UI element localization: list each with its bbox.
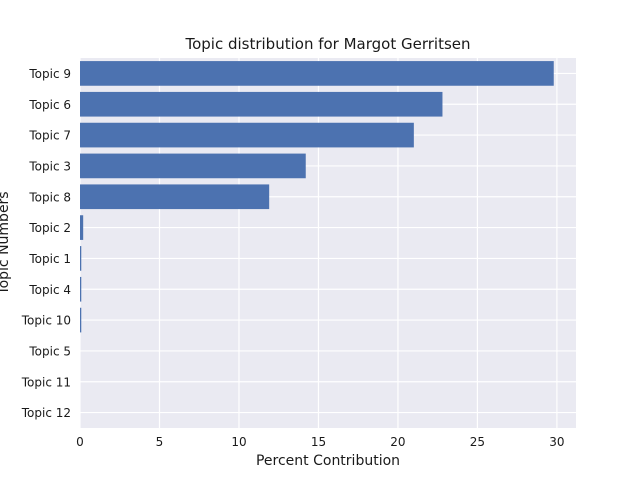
x-tick-label: 0: [76, 435, 84, 449]
x-axis-label: Percent Contribution: [256, 453, 400, 469]
y-tick-label: Topic 6: [28, 98, 71, 112]
y-tick-label: Topic 4: [28, 283, 71, 297]
bar-topic-1: [80, 246, 82, 271]
y-axis-label: Topic Numbers: [0, 191, 12, 295]
bar-topic-9: [80, 61, 554, 86]
y-tick-labels: Topic 9 Topic 6 Topic 7 Topic 3 Topic 8 Topic…: [21, 67, 71, 420]
x-tick-label: 10: [231, 435, 246, 449]
y-tick-label: Topic 11: [21, 375, 71, 389]
y-tick-label: Topic 1: [28, 252, 71, 266]
y-tick-label: Topic 12: [21, 406, 71, 420]
x-tick-label: 30: [549, 435, 564, 449]
y-tick-label: Topic 2: [28, 221, 71, 235]
x-tick-label: 25: [470, 435, 485, 449]
bar-topic-4: [80, 276, 82, 302]
bar-topic-2: [80, 215, 84, 240]
x-tick-label: 5: [156, 435, 164, 449]
bars: [80, 61, 554, 333]
y-tick-label: Topic 7: [28, 129, 71, 143]
chart-title: Topic distribution for Margot Gerritsen: [184, 35, 470, 53]
bar-topic-7: [80, 122, 414, 148]
bar-topic-10: [80, 307, 82, 333]
y-tick-label: Topic 10: [21, 314, 71, 328]
bar-topic-6: [80, 91, 443, 117]
y-tick-label: Topic 5: [28, 344, 71, 358]
y-tick-label: Topic 9: [28, 67, 71, 81]
x-tick-labels: 0 5 10 15 20 25 30: [76, 435, 564, 449]
plot-area: [80, 58, 576, 428]
x-tick-label: 15: [311, 435, 326, 449]
y-tick-label: Topic 3: [28, 159, 71, 173]
y-tick-label: Topic 8: [28, 190, 71, 204]
bar-topic-3: [80, 153, 306, 179]
bar-topic-8: [80, 184, 270, 210]
x-tick-label: 20: [390, 435, 405, 449]
